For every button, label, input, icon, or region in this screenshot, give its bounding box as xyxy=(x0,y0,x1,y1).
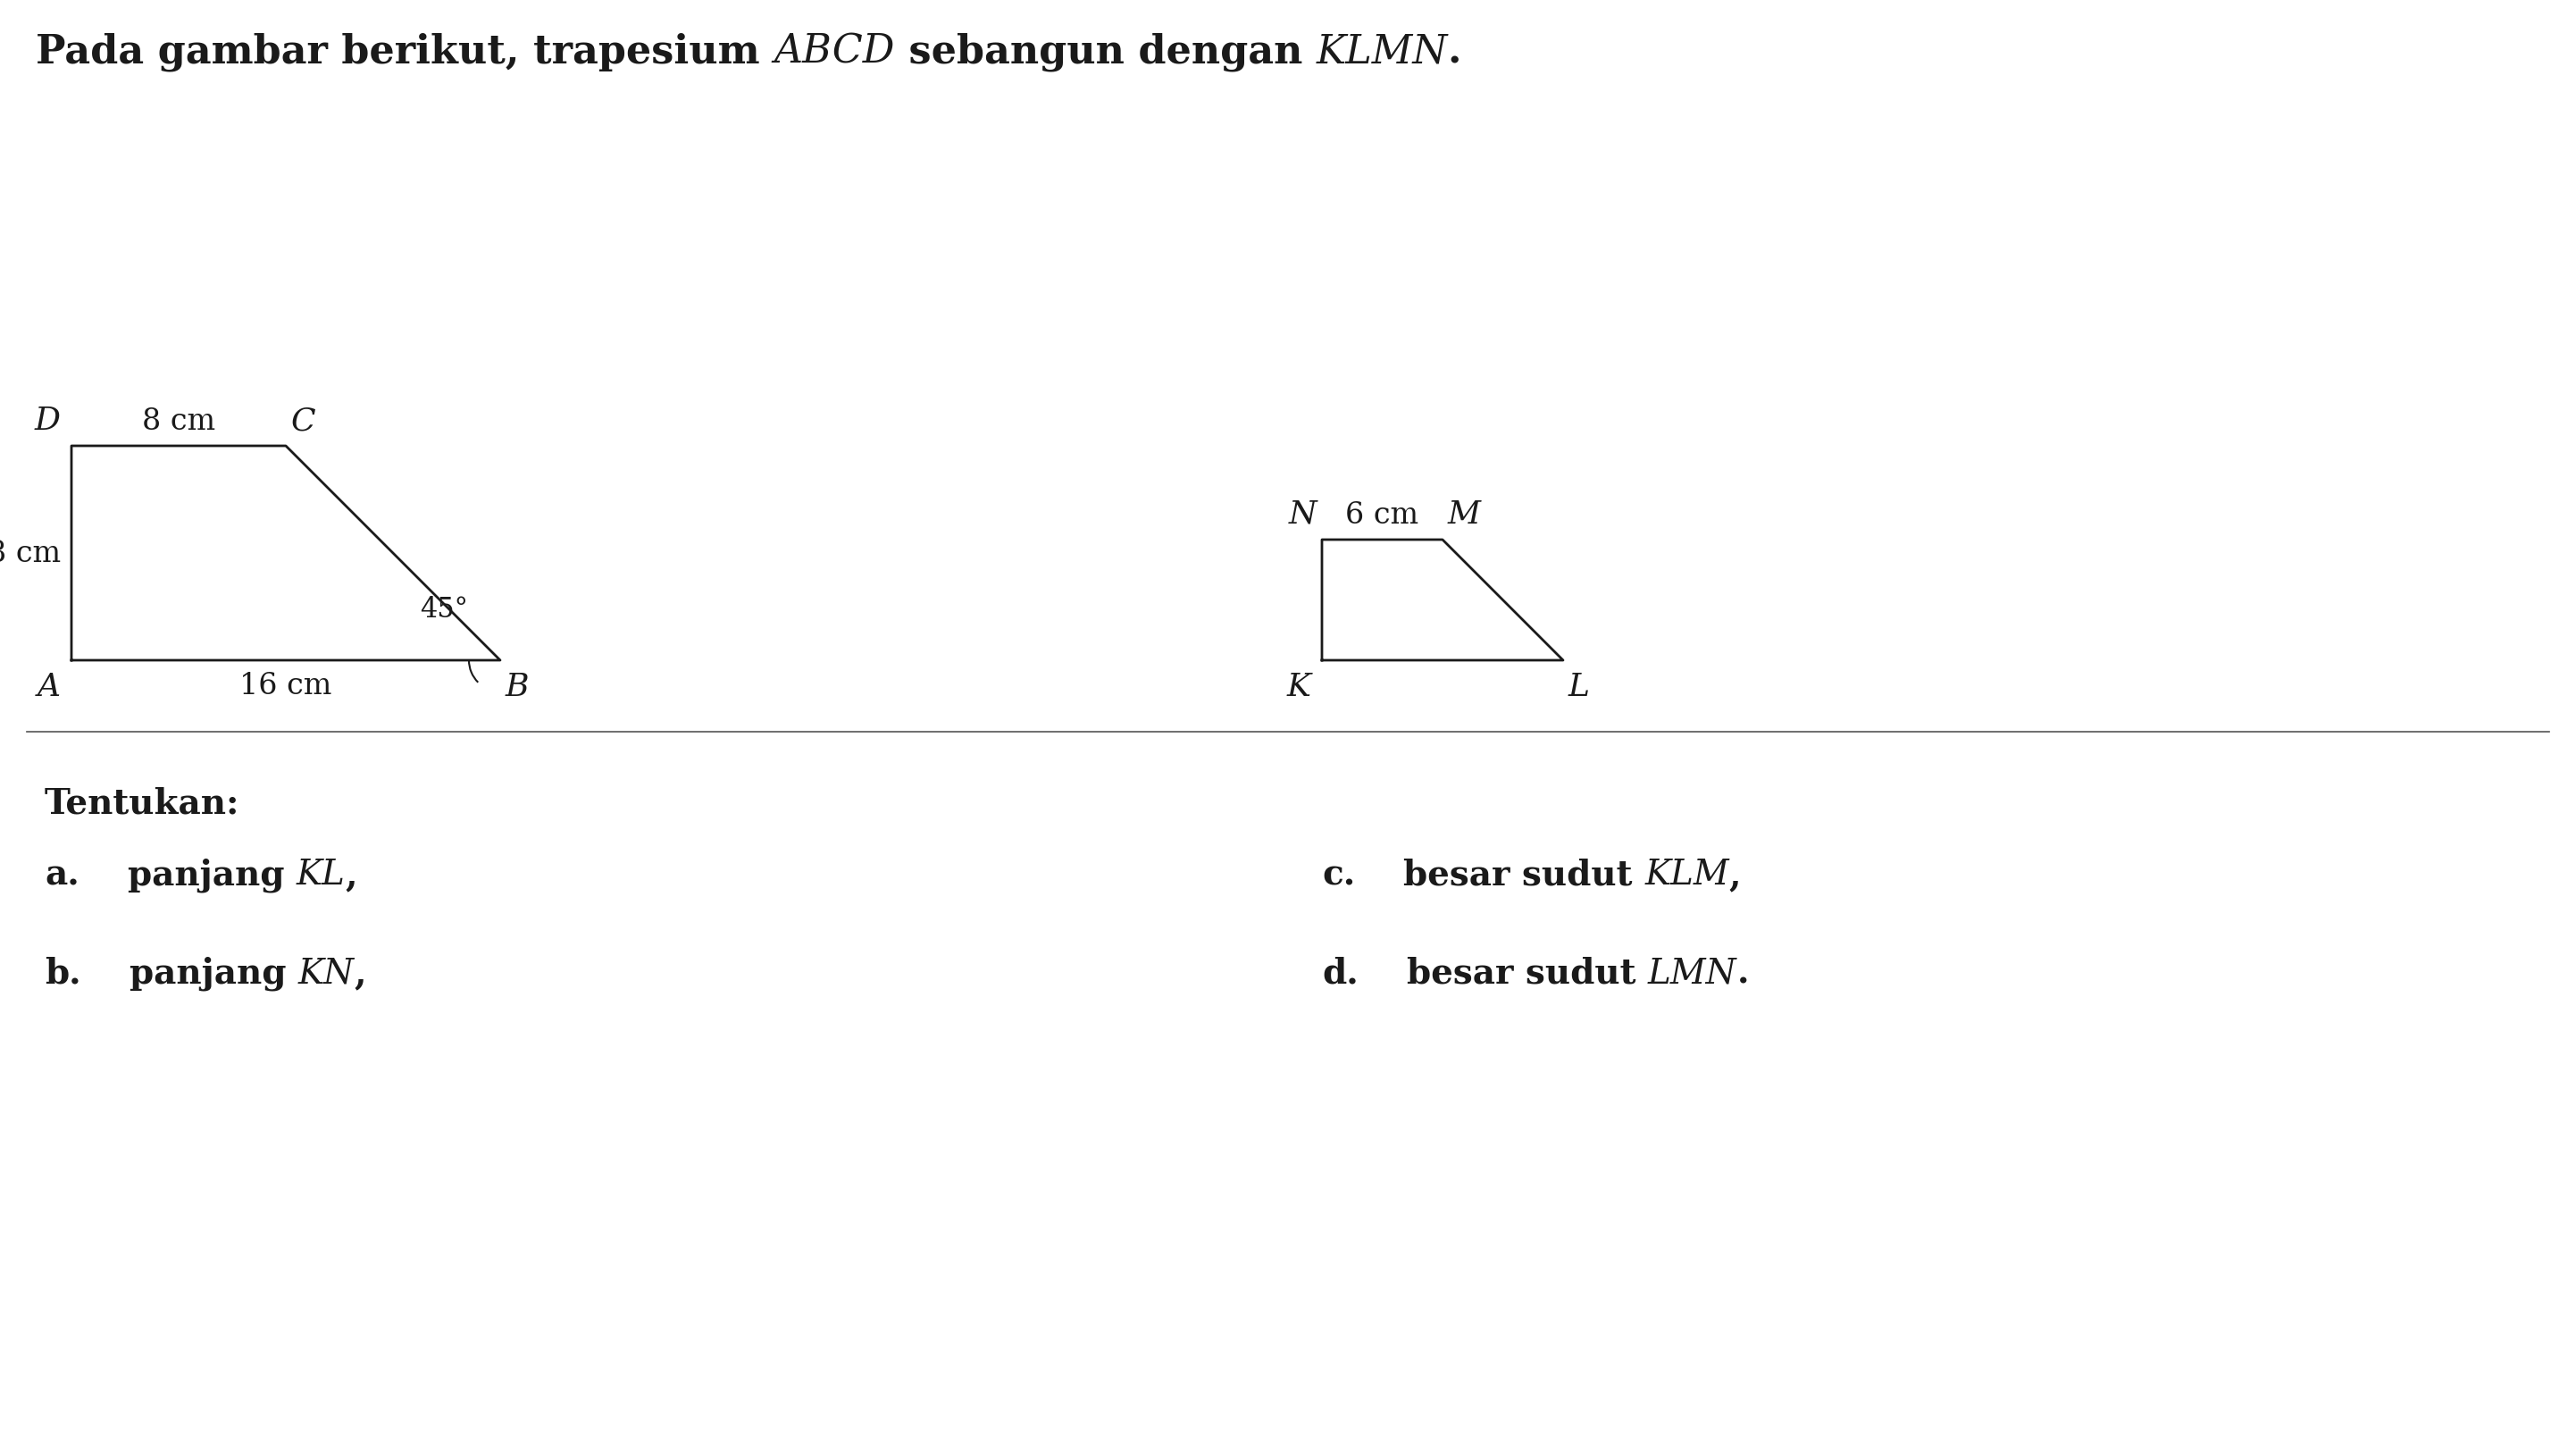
Text: Tentukan:: Tentukan: xyxy=(44,786,240,821)
Text: A: A xyxy=(39,671,62,702)
Text: 45°: 45° xyxy=(420,596,469,624)
Text: B: B xyxy=(505,671,528,702)
Text: KLM: KLM xyxy=(1643,858,1728,892)
Text: .: . xyxy=(1736,956,1749,990)
Text: b.: b. xyxy=(44,956,80,990)
Text: c.: c. xyxy=(1321,858,1355,892)
Text: besar sudut: besar sudut xyxy=(1358,956,1649,990)
Text: ,: , xyxy=(345,858,358,892)
Text: L: L xyxy=(1569,671,1589,702)
Text: KLMN: KLMN xyxy=(1316,32,1448,71)
Text: 8 cm: 8 cm xyxy=(142,407,216,435)
Text: KN: KN xyxy=(299,957,355,990)
Text: 16 cm: 16 cm xyxy=(240,671,332,700)
Text: K: K xyxy=(1288,671,1311,702)
Text: M: M xyxy=(1448,499,1481,529)
Text: 8 cm: 8 cm xyxy=(0,539,62,568)
Text: D: D xyxy=(36,406,62,435)
Text: ABCD: ABCD xyxy=(773,32,894,71)
Text: .: . xyxy=(1448,32,1461,71)
Text: sebangun dengan: sebangun dengan xyxy=(894,32,1316,71)
Text: 6 cm: 6 cm xyxy=(1345,500,1419,529)
Text: KL: KL xyxy=(296,858,345,892)
Text: panjang: panjang xyxy=(80,858,296,892)
Text: Pada gambar berikut, trapesium: Pada gambar berikut, trapesium xyxy=(36,32,773,71)
Text: panjang: panjang xyxy=(80,956,299,990)
Text: N: N xyxy=(1288,499,1316,529)
Text: LMN: LMN xyxy=(1649,957,1736,990)
Text: ,: , xyxy=(355,956,366,990)
Text: a.: a. xyxy=(44,858,80,892)
Text: besar sudut: besar sudut xyxy=(1355,858,1643,892)
Text: ,: , xyxy=(1728,858,1741,892)
Text: d.: d. xyxy=(1321,956,1358,990)
Text: C: C xyxy=(291,406,317,435)
